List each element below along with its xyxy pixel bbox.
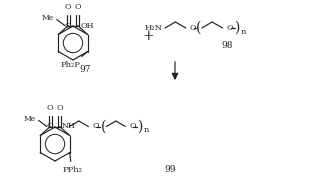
Text: O: O	[47, 104, 54, 112]
Text: 99: 99	[164, 164, 176, 173]
Text: NH: NH	[61, 122, 75, 130]
Text: Me: Me	[42, 14, 54, 22]
Text: O: O	[56, 104, 63, 112]
Text: n: n	[241, 28, 246, 36]
Text: n: n	[143, 126, 149, 134]
Text: H₂N: H₂N	[145, 24, 163, 32]
Text: O: O	[64, 22, 71, 29]
Text: O: O	[74, 3, 81, 11]
Text: (: (	[101, 120, 106, 134]
Text: O: O	[92, 122, 99, 130]
Text: OH: OH	[80, 22, 94, 29]
Text: ): )	[137, 120, 142, 134]
Text: O: O	[129, 122, 136, 130]
Text: (: (	[196, 21, 202, 35]
Text: ): )	[234, 21, 239, 35]
Text: +: +	[142, 29, 154, 43]
Text: O: O	[226, 24, 233, 32]
Text: O: O	[46, 122, 53, 130]
Text: PPh₂: PPh₂	[63, 167, 83, 175]
Text: 98: 98	[222, 40, 233, 49]
Text: O: O	[65, 3, 72, 11]
Text: Me: Me	[24, 114, 36, 122]
Text: 97: 97	[79, 65, 91, 74]
Text: Ph₂P: Ph₂P	[61, 61, 81, 69]
Text: O: O	[190, 24, 197, 32]
